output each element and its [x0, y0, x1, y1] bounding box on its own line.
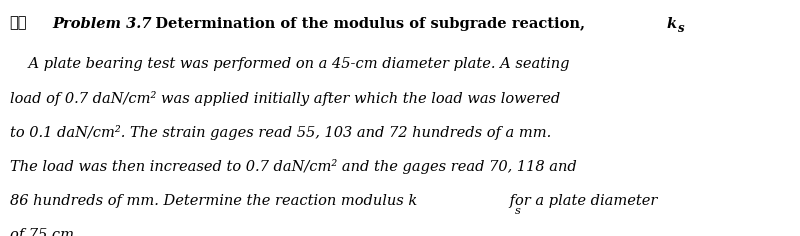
Text: to 0.1 daN/cm². The strain gages read 55, 103 and 72 hundreds of a mm.: to 0.1 daN/cm². The strain gages read 55… [10, 125, 551, 140]
Text: The load was then increased to 0.7 daN/cm² and the gages read 70, 118 and: The load was then increased to 0.7 daN/c… [10, 159, 576, 174]
Text: Determination of the modulus of subgrade reaction,: Determination of the modulus of subgrade… [140, 17, 590, 30]
Text: s: s [678, 22, 685, 35]
Text: of 75 cm.: of 75 cm. [10, 228, 78, 236]
Text: ★★: ★★ [10, 17, 27, 30]
Text: A plate bearing test was performed on a 45-cm diameter plate. A seating: A plate bearing test was performed on a … [10, 57, 569, 71]
Text: for a plate diameter: for a plate diameter [505, 194, 657, 207]
Text: load of 0.7 daN/cm² was applied initially after which the load was lowered: load of 0.7 daN/cm² was applied initiall… [10, 91, 560, 106]
Text: Problem 3.7: Problem 3.7 [52, 17, 151, 30]
Text: s: s [514, 206, 521, 216]
Text: k: k [666, 17, 677, 30]
Text: 86 hundreds of mm. Determine the reaction modulus k: 86 hundreds of mm. Determine the reactio… [10, 194, 417, 207]
